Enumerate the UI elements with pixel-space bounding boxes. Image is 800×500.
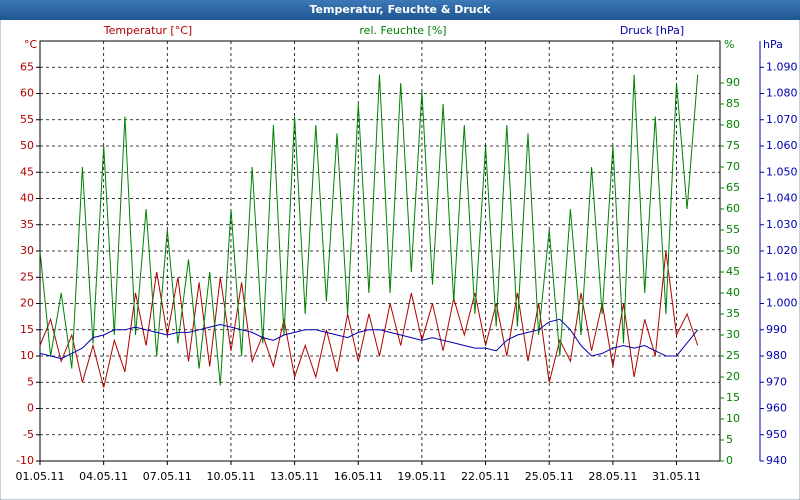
y3-tick-label: 1.070 [766,113,798,126]
y-tick-label: -5 [23,428,34,441]
x-tick-label: 10.05.11 [206,470,255,483]
legend-entry: Temperatur [°C] [103,24,192,37]
y-tick-label: 0 [27,402,34,415]
y2-tick-label: 60 [726,202,740,215]
y2-tick-label: 75 [726,139,740,152]
y-tick-label: 25 [20,270,34,283]
series-line [39,318,699,360]
y-tick-label: 10 [20,349,34,362]
y-tick-label: 55 [20,113,34,126]
y3-tick-label: 950 [766,428,787,441]
y3-tick-label: 1.090 [766,60,798,73]
y2-unit: % [724,38,734,51]
y-tick-label: 30 [20,244,34,257]
y2-tick-label: 90 [726,76,740,89]
y3-tick-label: 970 [766,375,787,388]
y3-tick-label: 1.020 [766,244,798,257]
y2-tick-label: 55 [726,223,740,236]
legend-entry: Druck [hPa] [620,24,684,37]
y2-tick-label: 70 [726,160,740,173]
y3-tick-label: 940 [766,454,787,467]
x-tick-label: 13.05.11 [270,470,319,483]
y2-tick-label: 65 [726,181,740,194]
y-tick-label: 50 [20,139,34,152]
x-tick-label: 25.05.11 [525,470,574,483]
chart-title: Temperatur, Feuchte & Druck [310,3,492,16]
y3-tick-label: 980 [766,349,787,362]
y2-tick-label: 30 [726,328,740,341]
y3-unit: hPa [763,38,783,51]
y-tick-label: 45 [20,165,34,178]
y2-tick-label: 80 [726,118,740,131]
y-tick-label: 40 [20,192,34,205]
x-tick-label: 16.05.11 [334,470,383,483]
y2-tick-label: 40 [726,286,740,299]
y2-tick-label: 0 [726,454,733,467]
y-tick-label: -10 [16,454,34,467]
y3-tick-label: 1.040 [766,192,798,205]
y2-tick-label: 10 [726,412,740,425]
y3-tick-label: 1.010 [766,270,798,283]
x-tick-label: 31.05.11 [652,470,701,483]
title-bar [0,0,800,20]
y2-tick-label: 20 [726,370,740,383]
series-line [39,74,699,386]
y3-tick-label: 960 [766,402,787,415]
legend-entry: rel. Feuchte [%] [359,24,446,37]
y-tick-label: 60 [20,87,34,100]
x-tick-label: 22.05.11 [461,470,510,483]
y2-tick-label: 15 [726,391,740,404]
y3-tick-label: 1.000 [766,297,798,310]
y2-tick-label: 5 [726,433,733,446]
y3-tick-label: 1.030 [766,218,798,231]
x-tick-label: 07.05.11 [143,470,192,483]
y-tick-label: 15 [20,323,34,336]
x-tick-label: 01.05.11 [16,470,65,483]
y3-tick-label: 990 [766,323,787,336]
x-tick-label: 04.05.11 [79,470,128,483]
y-tick-label: 35 [20,218,34,231]
y2-tick-label: 50 [726,244,740,257]
y3-tick-label: 1.050 [766,165,798,178]
y2-tick-label: 25 [726,349,740,362]
x-tick-label: 19.05.11 [397,470,446,483]
y2-tick-label: 85 [726,97,740,110]
y-unit: °C [24,38,38,51]
series-line [39,250,699,388]
y2-tick-label: 45 [726,265,740,278]
x-tick-label: 28.05.11 [588,470,637,483]
y3-tick-label: 1.080 [766,87,798,100]
y2-tick-label: 35 [726,307,740,320]
y-tick-label: 5 [27,375,34,388]
y3-tick-label: 1.060 [766,139,798,152]
y-tick-label: 20 [20,297,34,310]
y-tick-label: 65 [20,60,34,73]
